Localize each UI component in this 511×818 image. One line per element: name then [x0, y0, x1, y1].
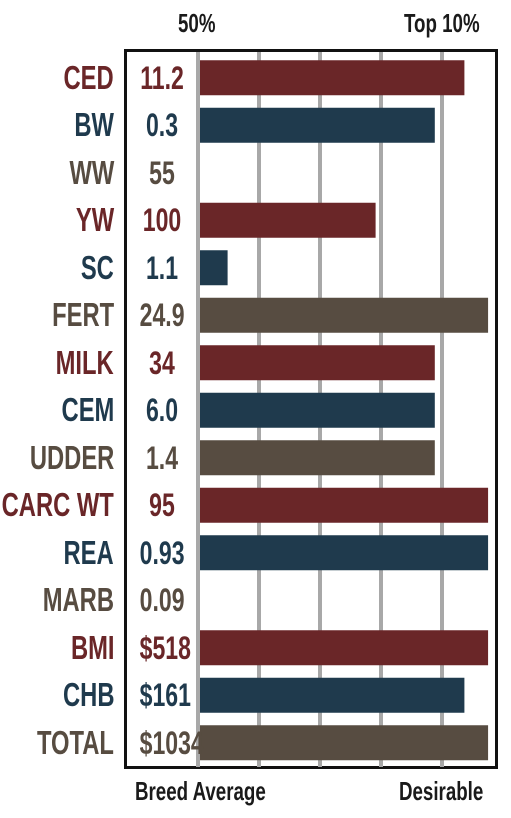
bar [200, 60, 465, 96]
trait-label: YW [75, 201, 114, 239]
value-label: $518 [139, 629, 191, 666]
chart-frame [124, 49, 498, 769]
value-label: $1034 [139, 724, 204, 761]
value-label: 0.93 [139, 534, 185, 571]
value-label: 1.1 [145, 249, 179, 286]
trait-label: MILK [55, 343, 114, 381]
trait-label: BMI [70, 628, 114, 666]
header-50-percent: 50% [178, 8, 216, 38]
bar [200, 630, 489, 666]
value-label: 95 [149, 487, 175, 524]
trait-label: TOTAL [37, 723, 114, 761]
value-label: 1.4 [145, 439, 179, 476]
trait-label: CED [63, 58, 114, 96]
value-label: 0.09 [139, 582, 185, 619]
bar [200, 392, 435, 428]
bar [200, 202, 376, 238]
footer-breed-average: Breed Average [135, 776, 266, 806]
value-label: 100 [142, 202, 182, 239]
value-label: 24.9 [139, 297, 185, 334]
trait-label: FERT [51, 296, 114, 334]
trait-label: CARC WT [1, 486, 114, 524]
bar [200, 107, 435, 143]
trait-label: SC [80, 248, 114, 286]
value-label: 6.0 [145, 392, 179, 429]
trait-label: CEM [61, 391, 114, 429]
bar [200, 345, 435, 381]
trait-label: CHB [62, 676, 114, 714]
value-label: 55 [149, 154, 175, 191]
trait-label: REA [63, 533, 114, 571]
bar [200, 250, 228, 286]
footer-desirable: Desirable [399, 776, 484, 806]
bar [200, 677, 465, 713]
trait-label: WW [69, 153, 114, 191]
trait-label: BW [74, 106, 114, 144]
trait-label: MARB [42, 581, 114, 619]
bar [200, 535, 489, 571]
value-label: 34 [149, 344, 175, 381]
bar [200, 487, 489, 523]
value-label: 0.3 [145, 107, 179, 144]
bar [200, 725, 489, 761]
value-label: $161 [139, 677, 191, 714]
bar [200, 297, 489, 333]
value-label: 11.2 [140, 59, 184, 96]
bar [200, 440, 435, 476]
trait-label: UDDER [29, 438, 114, 476]
header-top-10-percent: Top 10% [404, 8, 480, 38]
